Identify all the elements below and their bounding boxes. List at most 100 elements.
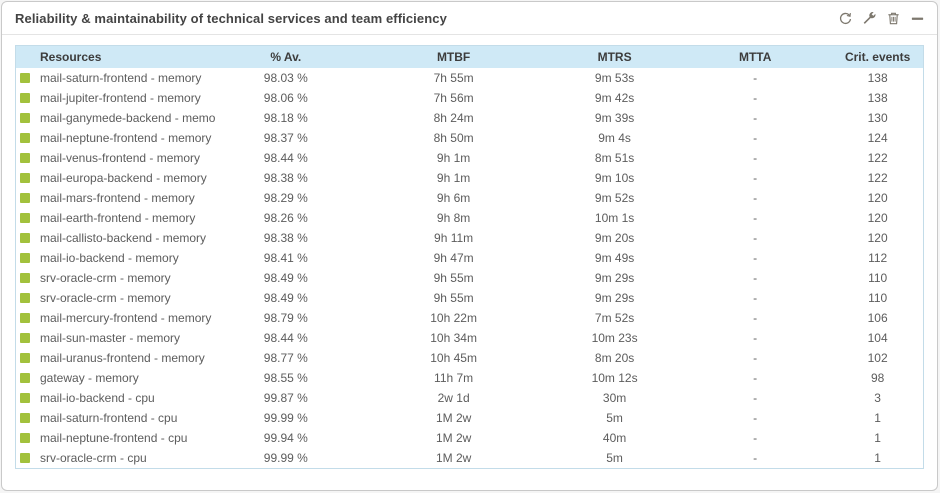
mtrs-cell: 9m 49s	[594, 251, 635, 265]
minimize-button[interactable]	[910, 10, 925, 26]
status-square-icon	[20, 293, 30, 303]
status-square-icon	[20, 333, 30, 343]
mtta-cell: -	[753, 251, 758, 265]
table-row[interactable]: mail-venus-frontend - memory 98.44 % 9h 1m…	[16, 148, 923, 168]
mtta-cell: -	[753, 411, 758, 425]
availability-cell: 99.99 %	[263, 411, 308, 425]
table-row[interactable]: gateway - memory 98.55 % 11h 7m 10m 12s - 98	[16, 368, 923, 388]
table-row[interactable]: mail-jupiter-frontend - memory 98.06 % 7h …	[16, 88, 923, 108]
resource-name: mail-saturn-frontend - cpu	[40, 411, 178, 425]
table-row[interactable]: mail-saturn-frontend - memory 98.03 % 7h 5…	[16, 68, 923, 88]
resource-name: mail-venus-frontend - memory	[40, 151, 201, 165]
mtta-cell: -	[753, 91, 758, 105]
table-row[interactable]: mail-mars-frontend - memory 98.29 % 9h 6m 9…	[16, 188, 923, 208]
mtbf-cell: 9h 11m	[434, 231, 474, 245]
column-header-availability[interactable]: % Av.	[215, 46, 357, 68]
mtrs-cell: 8m 51s	[594, 151, 635, 165]
column-header-crit-events[interactable]: Crit. events	[832, 46, 923, 68]
minimize-icon	[910, 11, 925, 26]
mtta-cell: -	[753, 191, 758, 205]
resource-name-cell: mail-saturn-frontend - cpu	[16, 408, 216, 428]
resource-name-cell: mail-callisto-backend - memory	[16, 228, 216, 248]
table-row[interactable]: mail-io-backend - cpu 99.87 % 2w 1d 30m - 3	[16, 388, 923, 408]
resource-name: mail-callisto-backend - memory	[40, 231, 207, 245]
table-row[interactable]: srv-oracle-crm - memory 98.49 % 9h 55m 9m 2…	[16, 268, 923, 288]
crit-events-cell: 110	[868, 271, 888, 285]
table-row[interactable]: mail-sun-master - memory 98.44 % 10h 34m 10…	[16, 328, 923, 348]
crit-events-cell: 122	[867, 171, 888, 185]
mtrs-cell: 9m 4s	[598, 131, 631, 145]
mtrs-cell: 9m 53s	[594, 71, 635, 85]
crit-events-cell: 102	[867, 351, 888, 365]
status-square-icon	[20, 413, 30, 423]
status-square-icon	[20, 273, 30, 283]
table-row[interactable]: mail-neptune-frontend - memory 98.37 % 8h …	[16, 128, 923, 148]
status-square-icon	[20, 73, 30, 83]
crit-events-cell: 124	[867, 131, 888, 145]
mtta-cell: -	[753, 311, 758, 325]
resource-name-cell: mail-neptune-frontend - cpu	[16, 428, 216, 448]
mtrs-cell: 9m 10s	[594, 171, 635, 185]
availability-cell: 98.18 %	[263, 111, 308, 125]
status-square-icon	[20, 193, 30, 203]
mtbf-cell: 9h 1m	[436, 151, 471, 165]
table-row[interactable]: mail-saturn-frontend - cpu 99.99 % 1M 2w 5m…	[16, 408, 923, 428]
column-header-mtbf[interactable]: MTBF	[356, 46, 552, 68]
mtrs-cell: 7m 52s	[594, 311, 635, 325]
mtbf-cell: 9h 55m	[433, 291, 474, 305]
mtta-cell: -	[753, 431, 758, 445]
status-square-icon	[20, 453, 30, 463]
table-row[interactable]: mail-neptune-frontend - cpu 99.94 % 1M 2w 4…	[16, 428, 923, 448]
resource-name-cell: srv-oracle-crm - memory	[16, 288, 216, 308]
mtbf-cell: 8h 50m	[433, 131, 474, 145]
table-row[interactable]: mail-ganymede-backend - memory 98.18 % 8h …	[16, 108, 923, 128]
mtrs-cell: 5m	[606, 451, 623, 465]
widget-titlebar: Reliability & maintainability of technic…	[2, 2, 937, 35]
table-row[interactable]: mail-callisto-backend - memory 98.38 % 9h …	[16, 228, 923, 248]
resource-name: mail-mars-frontend - memory	[40, 191, 195, 205]
mtta-cell: -	[753, 371, 758, 385]
status-square-icon	[20, 173, 30, 183]
resource-name-cell: srv-oracle-crm - cpu	[16, 448, 216, 468]
reliability-table-container: Resources % Av. MTBF MTRS MTTA Crit. eve…	[15, 45, 924, 469]
table-row[interactable]: mail-io-backend - memory 98.41 % 9h 47m 9m …	[16, 248, 923, 268]
mtta-cell: -	[753, 71, 758, 85]
mtbf-cell: 7h 55m	[433, 71, 474, 85]
wrench-icon	[862, 11, 877, 26]
settings-button[interactable]	[862, 10, 877, 26]
availability-cell: 98.44 %	[263, 151, 308, 165]
resource-name-cell: mail-io-backend - memory	[16, 248, 216, 268]
column-header-resources[interactable]: Resources	[16, 46, 216, 68]
mtrs-cell: 40m	[602, 431, 627, 445]
resource-name: srv-oracle-crm - memory	[40, 271, 171, 285]
table-row[interactable]: mail-uranus-frontend - memory 98.77 % 10h …	[16, 348, 923, 368]
table-row[interactable]: srv-oracle-crm - cpu 99.99 % 1M 2w 5m - 1	[16, 448, 923, 468]
column-header-mtta[interactable]: MTTA	[678, 46, 833, 68]
crit-events-cell: 120	[867, 191, 888, 205]
refresh-button[interactable]	[838, 10, 853, 26]
availability-cell: 98.55 %	[263, 371, 308, 385]
refresh-icon	[838, 11, 853, 26]
status-square-icon	[20, 213, 30, 223]
mtbf-cell: 10h 34m	[430, 331, 477, 345]
status-square-icon	[20, 353, 30, 363]
table-row[interactable]: srv-oracle-crm - memory 98.49 % 9h 55m 9m 2…	[16, 288, 923, 308]
table-row[interactable]: mail-europa-backend - memory 98.38 % 9h 1m…	[16, 168, 923, 188]
mtbf-cell: 8h 24m	[433, 111, 474, 125]
mtbf-cell: 9h 1m	[436, 171, 471, 185]
availability-cell: 99.87 %	[263, 391, 308, 405]
table-row[interactable]: mail-earth-frontend - memory 98.26 % 9h 8m…	[16, 208, 923, 228]
crit-events-cell: 122	[867, 151, 888, 165]
crit-events-cell: 120	[867, 231, 888, 245]
delete-button[interactable]	[886, 10, 901, 26]
column-header-mtrs[interactable]: MTRS	[551, 46, 679, 68]
resource-name-cell: mail-mars-frontend - memory	[16, 188, 216, 208]
resource-name: mail-neptune-frontend - memory	[40, 131, 212, 145]
mtta-cell: -	[753, 111, 758, 125]
table-row[interactable]: mail-mercury-frontend - memory 98.79 % 10h…	[16, 308, 923, 328]
crit-events-cell: 1	[874, 431, 881, 445]
resource-name: mail-ganymede-backend - memory	[40, 111, 216, 125]
mtbf-cell: 1M 2w	[435, 411, 472, 425]
resource-name: mail-earth-frontend - memory	[40, 211, 196, 225]
